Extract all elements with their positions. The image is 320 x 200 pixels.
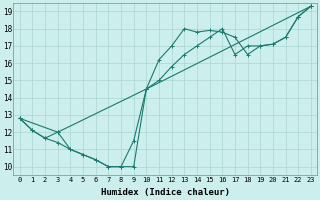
X-axis label: Humidex (Indice chaleur): Humidex (Indice chaleur)	[101, 188, 230, 197]
